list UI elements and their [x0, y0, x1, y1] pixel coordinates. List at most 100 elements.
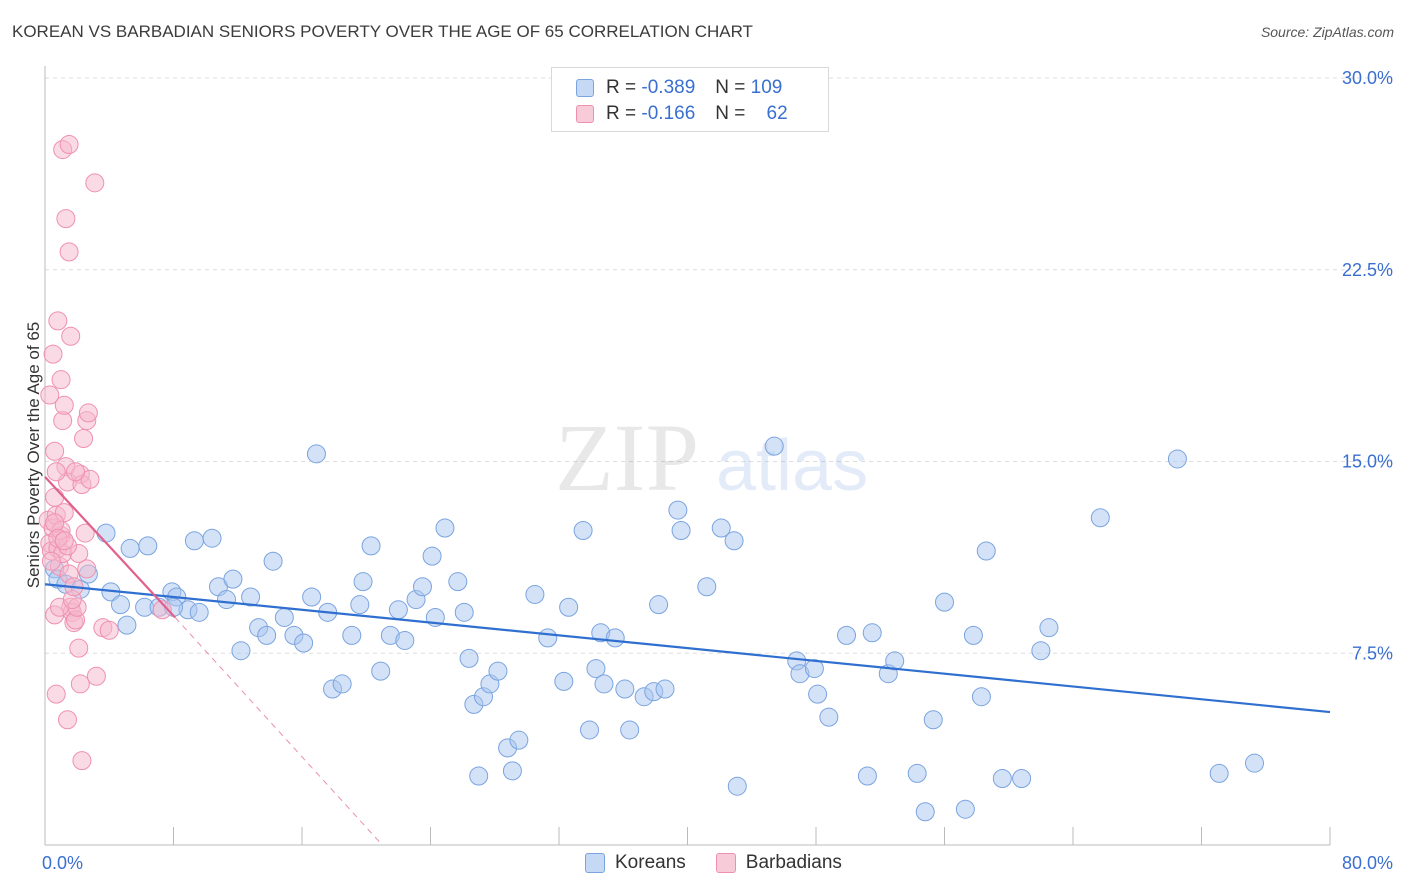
korean-point — [231, 641, 251, 661]
korean-point — [963, 625, 983, 645]
korean-point — [525, 584, 545, 604]
korean-point — [538, 628, 558, 648]
barbadian-point — [99, 620, 119, 640]
barbadian-point — [48, 311, 68, 331]
korean-point — [422, 546, 442, 566]
barbadian-point — [66, 462, 86, 482]
x-tick-label: 0.0% — [42, 853, 83, 873]
koreans-swatch — [576, 79, 594, 97]
barbadian-point — [51, 370, 71, 390]
barbadian-point — [57, 710, 77, 730]
korean-point — [804, 659, 824, 679]
n-value-barbadians: 62 — [766, 103, 788, 124]
korean-point — [454, 602, 474, 622]
korean-point — [395, 630, 415, 650]
n-value-koreans: 109 — [750, 77, 783, 98]
korean-point — [808, 684, 828, 704]
korean-point — [862, 623, 882, 643]
korean-point — [502, 761, 522, 781]
series-legend: Koreans Barbadians — [585, 852, 872, 874]
barbadian-point — [86, 666, 106, 686]
korean-point — [412, 577, 432, 597]
korean-point — [117, 615, 137, 635]
y-tick-labels: 7.5% 15.0% 22.5% 30.0% — [1342, 68, 1393, 663]
korean-point — [435, 518, 455, 538]
korean-point — [388, 600, 408, 620]
korean-trend-line — [44, 583, 1331, 714]
barbadian-point — [45, 513, 65, 533]
legend-item-barbadians[interactable]: Barbadians — [715, 852, 842, 874]
korean-point — [274, 607, 294, 627]
barbadian-point — [152, 600, 172, 620]
korean-point — [915, 802, 935, 822]
korean-point — [371, 661, 391, 681]
legend-row-barbadians: R = -0.166 N = 62 — [576, 102, 788, 126]
korean-point — [223, 569, 243, 589]
korean-point — [350, 595, 370, 615]
barbadian-point — [61, 326, 81, 346]
watermark-zip: ZIP — [555, 404, 699, 511]
barbadian-points — [38, 134, 172, 771]
korean-point — [509, 730, 529, 750]
korean-point — [580, 720, 600, 740]
korean-point — [764, 436, 784, 456]
korean-point — [559, 597, 579, 617]
koreans-legend-label: Koreans — [615, 852, 686, 873]
korean-point — [671, 521, 691, 541]
korean-point — [923, 710, 943, 730]
n-label: N = — [715, 103, 746, 124]
korean-point — [837, 625, 857, 645]
korean-point — [241, 587, 261, 607]
barbadian-point — [54, 395, 74, 415]
barbadian-point — [46, 462, 66, 482]
source-label: Source: ZipAtlas.com — [1260, 24, 1394, 40]
n-label: N = — [715, 77, 746, 98]
korean-point — [342, 625, 362, 645]
korean-point — [1245, 753, 1265, 773]
korean-point — [594, 674, 614, 694]
r-label: R = — [606, 103, 637, 124]
korean-point — [955, 799, 975, 819]
korean-point — [96, 523, 116, 543]
barbadian-point — [43, 344, 63, 364]
korean-point — [724, 531, 744, 551]
korean-point — [819, 707, 839, 727]
korean-point — [711, 518, 731, 538]
barbadian-point — [72, 751, 92, 771]
grid-lines — [45, 77, 1392, 654]
koreans-legend-swatch — [585, 853, 605, 873]
barbadians-legend-swatch — [715, 853, 736, 873]
barbadians-swatch — [576, 105, 594, 123]
y-tick-label: 15.0% — [1342, 452, 1393, 472]
korean-point — [620, 720, 640, 740]
barbadian-point — [59, 134, 79, 154]
korean-point — [857, 766, 877, 786]
barbadian-point — [41, 551, 61, 571]
korean-point — [189, 602, 209, 622]
korean-point — [1012, 769, 1032, 789]
barbadian-point — [70, 674, 90, 694]
legend-item-koreans[interactable]: Koreans — [585, 852, 686, 874]
y-tick-label: 22.5% — [1342, 260, 1393, 280]
korean-point — [649, 595, 669, 615]
barbadian-point — [54, 531, 74, 551]
barbadian-point — [78, 403, 98, 423]
barbadian-point — [69, 638, 89, 658]
korean-point — [361, 536, 381, 556]
korean-point — [488, 661, 508, 681]
r-label: R = — [606, 77, 637, 98]
barbadian-point — [75, 523, 95, 543]
korean-point — [655, 679, 675, 699]
korean-point — [217, 590, 237, 610]
r-value-koreans: -0.389 — [641, 77, 696, 98]
barbadian-point — [40, 385, 60, 405]
barbadian-trend-extension — [174, 617, 383, 846]
barbadian-point — [85, 173, 105, 193]
barbadian-point — [56, 209, 76, 229]
korean-point — [935, 592, 954, 612]
korean-point — [976, 541, 996, 561]
korean-point — [257, 625, 277, 645]
korean-point — [885, 651, 905, 671]
korean-point — [554, 671, 574, 691]
korean-point — [586, 659, 606, 679]
